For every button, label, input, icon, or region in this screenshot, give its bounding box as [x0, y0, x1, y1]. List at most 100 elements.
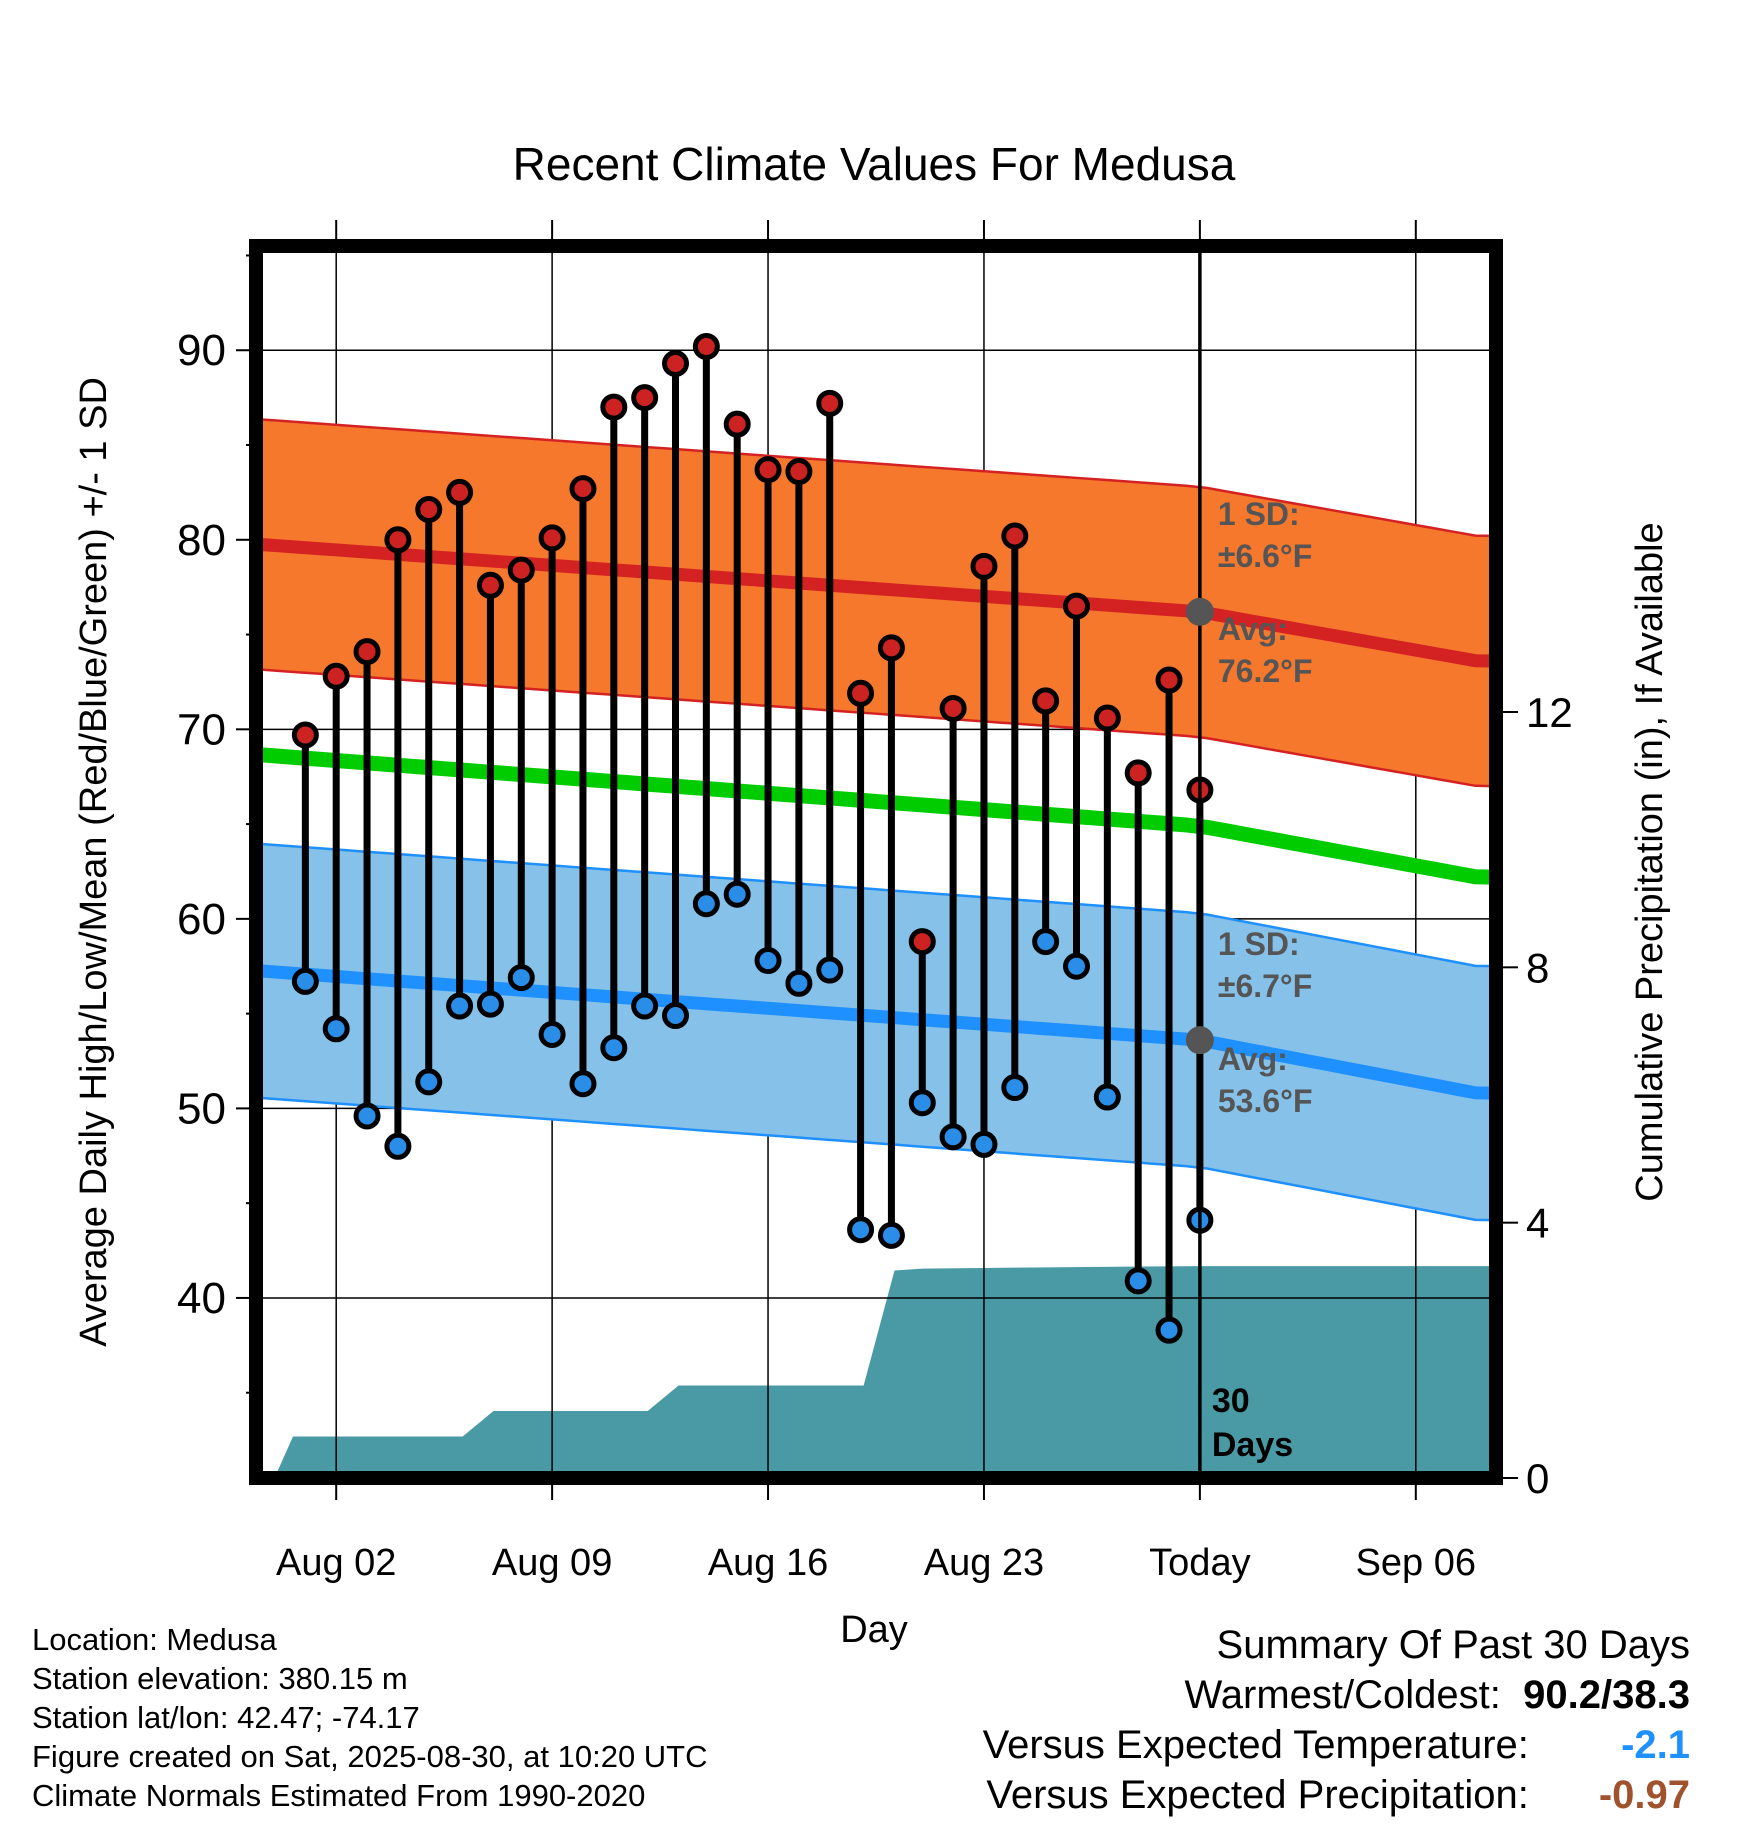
- today-high-avg-marker: [1185, 597, 1214, 626]
- y-tick-label: 90: [177, 326, 226, 375]
- daily-high-point: [631, 384, 659, 412]
- daily-low-point: [1001, 1074, 1029, 1102]
- daily-low-point: [754, 947, 782, 975]
- daily-low-point: [908, 1089, 936, 1117]
- summary-temp-row: Versus Expected Temperature: -2.1: [983, 1720, 1690, 1770]
- y-axis-label: Average Daily High/Low/Mean (Red/Blue/Gr…: [73, 377, 115, 1347]
- daily-high-point: [847, 679, 875, 707]
- summary-temp-label: Versus Expected Temperature:: [982, 1723, 1529, 1767]
- daily-low-point: [476, 990, 504, 1018]
- y-tick-label: 60: [177, 895, 226, 944]
- high-sd-annotation-line: ±6.6°F: [1218, 538, 1312, 574]
- y-tick-label: 40: [177, 1274, 226, 1323]
- daily-low-point: [507, 964, 535, 992]
- daily-low-point: [692, 890, 720, 918]
- daily-high-point: [662, 350, 690, 378]
- x-tick-label: Aug 09: [492, 1542, 612, 1584]
- daily-high-point: [1001, 522, 1029, 550]
- today-low-avg-marker: [1185, 1026, 1214, 1055]
- daily-high-point: [384, 526, 412, 554]
- daily-low-point: [1155, 1316, 1183, 1344]
- daily-high-point: [353, 638, 381, 666]
- daily-high-point: [291, 721, 319, 749]
- daily-high-point: [970, 552, 998, 580]
- daily-high-point: [507, 556, 535, 584]
- y-tick-label: 80: [177, 516, 226, 565]
- daily-high-point: [600, 393, 628, 421]
- daily-low-point: [322, 1015, 350, 1043]
- summary-precip-label: Versus Expected Precipitation:: [986, 1773, 1529, 1817]
- info-elevation: Station elevation: 380.15 m: [32, 1661, 408, 1696]
- daily-low-point: [569, 1070, 597, 1098]
- daily-low-point: [1032, 928, 1060, 956]
- precip-area: [276, 1266, 1492, 1474]
- daily-low-point: [291, 967, 319, 995]
- daily-low-point: [1124, 1267, 1152, 1295]
- daily-high-point: [1124, 759, 1152, 787]
- info-created: Figure created on Sat, 2025-08-30, at 10…: [32, 1739, 708, 1774]
- daily-low-point: [446, 992, 474, 1020]
- summary-panel: Summary Of Past 30 Days Warmest/Coldest:…: [983, 1620, 1690, 1820]
- daily-high-point: [1155, 666, 1183, 694]
- daily-high-point: [754, 456, 782, 484]
- summary-precip-row: Versus Expected Precipitation: -0.97: [983, 1770, 1690, 1820]
- y-tick-label: 70: [177, 705, 226, 754]
- daily-low-point: [1093, 1083, 1121, 1111]
- summary-warm-row: Warmest/Coldest: 90.2/38.3: [983, 1670, 1691, 1720]
- daily-low-point: [384, 1132, 412, 1160]
- daily-high-point: [877, 634, 905, 662]
- daily-low-point: [847, 1216, 875, 1244]
- daily-high-point: [723, 410, 751, 438]
- daily-high-point: [939, 694, 967, 722]
- daily-high-point: [908, 928, 936, 956]
- x-tick-label: Today: [1149, 1542, 1250, 1584]
- daily-high-point: [1062, 592, 1090, 620]
- daily-low-point: [415, 1068, 443, 1096]
- x-tick-label: Aug 16: [708, 1542, 828, 1584]
- y2-tick-label: 8: [1526, 944, 1549, 991]
- summary-temp-value: -2.1: [1621, 1723, 1690, 1767]
- daily-high-point: [569, 475, 597, 503]
- y2-tick-label: 0: [1526, 1455, 1549, 1502]
- low-avg-annotation-line: 53.6°F: [1218, 1083, 1313, 1119]
- summary-title: Summary Of Past 30 Days: [1216, 1623, 1690, 1667]
- x-axis-label: Day: [840, 1609, 908, 1651]
- daily-low-point: [877, 1221, 905, 1249]
- daily-high-point: [538, 524, 566, 552]
- low-sd-annotation-line: ±6.7°F: [1218, 968, 1312, 1004]
- today-days-label: 30: [1212, 1382, 1250, 1420]
- y2-tick-label: 12: [1526, 689, 1573, 736]
- high-sd-annotation-line: 1 SD:: [1218, 496, 1300, 532]
- high-sd-band: [260, 418, 1492, 788]
- daily-low-point: [970, 1130, 998, 1158]
- daily-high-point: [415, 495, 443, 523]
- daily-low-point: [631, 992, 659, 1020]
- today-days-label: Days: [1212, 1426, 1293, 1464]
- x-tick-label: Sep 06: [1356, 1542, 1476, 1584]
- daily-high-point: [322, 662, 350, 690]
- daily-high-point: [1032, 687, 1060, 715]
- x-tick-label: Aug 23: [924, 1542, 1044, 1584]
- daily-high-point: [785, 458, 813, 486]
- info-location: Location: Medusa: [32, 1622, 277, 1657]
- daily-low-point: [538, 1020, 566, 1048]
- daily-high-point: [446, 478, 474, 506]
- y2-axis-label: Cumulative Precipitation (in), If Availa…: [1629, 522, 1671, 1201]
- info-latlon: Station lat/lon: 42.47; -74.17: [32, 1700, 420, 1735]
- daily-low-point: [785, 969, 813, 997]
- daily-low-point: [939, 1123, 967, 1151]
- high-avg-annotation-line: 76.2°F: [1218, 653, 1313, 689]
- summary-precip-value: -0.97: [1598, 1773, 1690, 1817]
- y2-tick-label: 4: [1526, 1200, 1549, 1247]
- x-tick-label: Aug 02: [276, 1542, 396, 1584]
- daily-low-point: [662, 1002, 690, 1030]
- plot-frame: [249, 239, 1503, 1485]
- y-tick-label: 50: [177, 1084, 226, 1133]
- low-sd-annotation-line: 1 SD:: [1218, 926, 1300, 962]
- high-avg-annotation-line: Avg:: [1218, 611, 1288, 647]
- summary-warm-label: Warmest/Coldest:: [1184, 1673, 1501, 1717]
- low-avg-annotation-line: Avg:: [1218, 1041, 1288, 1077]
- summary-warm-value: 90.2/38.3: [1523, 1673, 1690, 1717]
- station-info: Location: Medusa Station elevation: 380.…: [32, 1620, 708, 1815]
